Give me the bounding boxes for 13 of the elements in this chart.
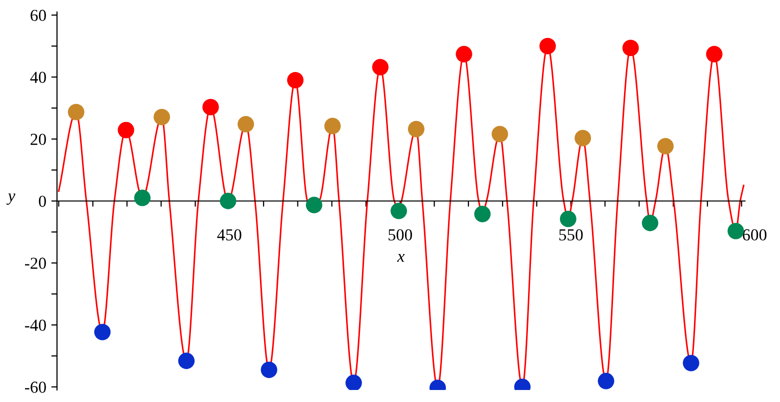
y-axis-title: y bbox=[6, 194, 16, 205]
x-axis-title: x bbox=[397, 254, 405, 262]
y-tick-label: -60 bbox=[24, 382, 46, 393]
x-tick-label: 600 bbox=[742, 229, 766, 241]
x-tick-label: 550 bbox=[559, 229, 583, 241]
y-tick-label: 0 bbox=[38, 196, 46, 207]
y-tick-label: -40 bbox=[24, 320, 46, 331]
x-tick-label: 450 bbox=[217, 229, 242, 241]
y-tick-label: 40 bbox=[30, 72, 46, 84]
x-tick-label: 500 bbox=[388, 229, 412, 241]
y-tick-label: -20 bbox=[24, 258, 46, 269]
y-tick-label: 60 bbox=[30, 10, 46, 22]
y-tick-label: 20 bbox=[30, 134, 46, 145]
